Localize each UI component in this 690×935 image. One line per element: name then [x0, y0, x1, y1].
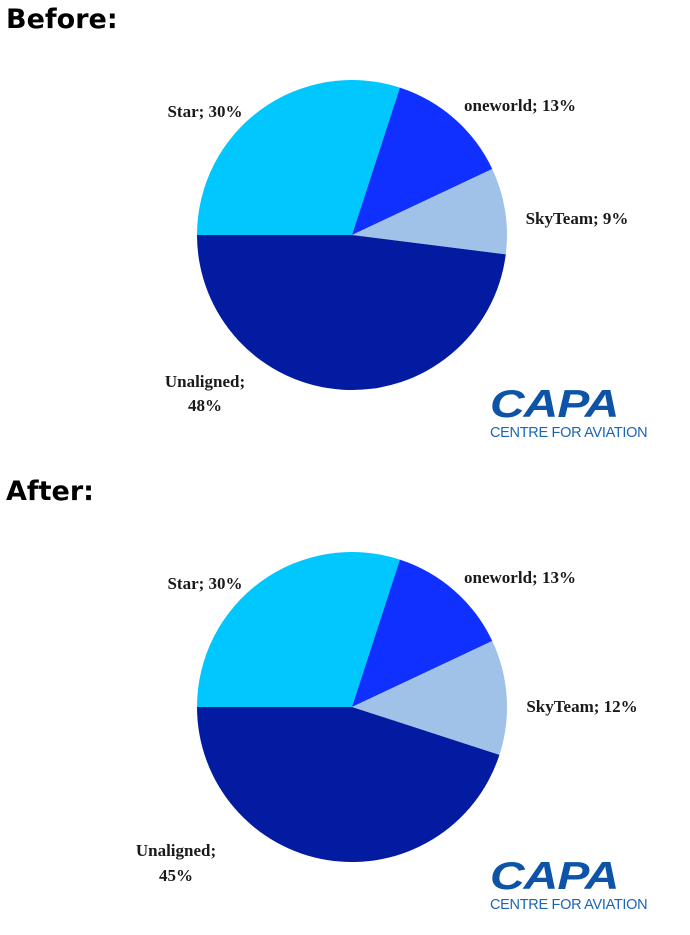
slice-star: [197, 552, 400, 707]
slice-label-star: Star; 30%: [167, 102, 242, 121]
slice-label-skyteam: SkyTeam; 12%: [526, 697, 637, 716]
pie-chart-after: Star; 30% oneworld; 13% SkyTeam; 12% Una…: [0, 472, 690, 912]
slice-label-skyteam: SkyTeam; 9%: [526, 209, 629, 228]
slice-label-unaligned: Unaligned;: [165, 372, 245, 391]
heading-after: After:: [6, 476, 94, 507]
slice-star: [197, 79, 400, 235]
pie-chart-before: Star; 30% oneworld; 13% SkyTeam; 9% Unal…: [0, 0, 690, 440]
slice-unaligned: [197, 707, 500, 862]
slice-label-oneworld: oneworld; 13%: [464, 568, 576, 587]
slice-label-unaligned: Unaligned;: [136, 841, 216, 860]
pie-svg-before: Star; 30% oneworld; 13% SkyTeam; 9% Unal…: [165, 79, 629, 415]
logo-subtitle: CENTRE FOR AVIATION: [490, 897, 648, 913]
logo-word: CAPA: [490, 382, 619, 426]
slice-label-star: Star; 30%: [167, 574, 242, 593]
heading-before: Before:: [6, 4, 118, 35]
capa-logo: CAPA CENTRE FOR AVIATION: [490, 857, 670, 917]
slice-oneworld: [352, 87, 493, 235]
pie-svg-after: Star; 30% oneworld; 13% SkyTeam; 12% Una…: [136, 552, 638, 885]
slice-label-unaligned-value: 48%: [188, 396, 222, 415]
slice-oneworld: [352, 559, 493, 707]
slice-label-oneworld: oneworld; 13%: [464, 96, 576, 115]
slice-skyteam: [352, 641, 507, 755]
slice-label-unaligned-value: 45%: [159, 866, 193, 885]
slice-unaligned: [197, 235, 506, 390]
capa-logo: CAPA CENTRE FOR AVIATION: [490, 385, 670, 445]
logo-subtitle: CENTRE FOR AVIATION: [490, 425, 648, 441]
slice-skyteam: [352, 169, 507, 255]
logo-word: CAPA: [490, 854, 619, 898]
